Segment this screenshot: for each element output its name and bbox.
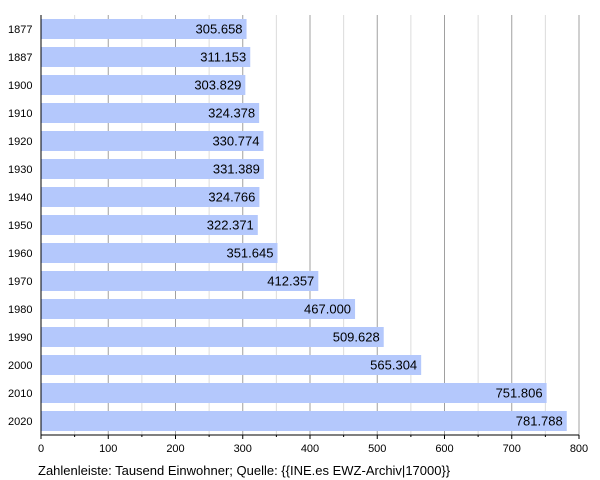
category-label: 1910 bbox=[8, 108, 32, 120]
category-label: 1900 bbox=[8, 80, 32, 92]
bar bbox=[41, 159, 264, 179]
x-tick-label: 300 bbox=[234, 443, 252, 455]
bar-value-label: 509.628 bbox=[333, 330, 380, 345]
x-tick-label: 200 bbox=[166, 443, 184, 455]
bar bbox=[41, 19, 247, 39]
category-label: 1990 bbox=[8, 332, 32, 344]
x-tick-label: 100 bbox=[99, 443, 117, 455]
bar bbox=[41, 411, 567, 431]
x-tick-label: 700 bbox=[503, 443, 521, 455]
category-label: 1960 bbox=[8, 248, 32, 260]
category-label: 2010 bbox=[8, 388, 32, 400]
category-label: 2000 bbox=[8, 360, 32, 372]
category-labels: 1877 1887 1900 1910 1920 1930 1940 1950 1960 1970… bbox=[8, 24, 32, 428]
bar-value-label: 467.000 bbox=[304, 302, 351, 317]
bar-value-label: 324.378 bbox=[208, 106, 255, 121]
category-label: 1920 bbox=[8, 136, 32, 148]
bar-value-label: 781.788 bbox=[516, 414, 563, 429]
bar bbox=[41, 327, 384, 347]
bar bbox=[41, 187, 260, 207]
bar-value-label: 351.645 bbox=[226, 246, 273, 261]
bar bbox=[41, 299, 356, 319]
bar-value-label: 322.371 bbox=[207, 218, 254, 233]
x-tick-label: 0 bbox=[38, 443, 44, 455]
category-label: 1887 bbox=[8, 52, 32, 64]
bar bbox=[41, 47, 251, 67]
x-tick-label: 800 bbox=[570, 443, 588, 455]
bar bbox=[41, 355, 422, 375]
x-tick-label: 600 bbox=[435, 443, 453, 455]
category-label: 1970 bbox=[8, 276, 32, 288]
bar-value-label: 751.806 bbox=[496, 386, 543, 401]
bar-value-label: 331.389 bbox=[213, 162, 260, 177]
x-axis-ticks: 0 100 200 300 400 500 600 700 800 bbox=[38, 435, 588, 455]
bar bbox=[41, 271, 319, 291]
category-label: 1950 bbox=[8, 220, 32, 232]
bar bbox=[41, 243, 278, 263]
bar-value-label: 324.766 bbox=[208, 190, 255, 205]
bars: 305.658 311.153 303.829 324.378 330.774 331.3… bbox=[41, 19, 567, 431]
bar-value-label: 412.357 bbox=[267, 274, 314, 289]
category-label: 1980 bbox=[8, 304, 32, 316]
bar-value-label: 305.658 bbox=[196, 22, 243, 37]
x-tick-label: 400 bbox=[301, 443, 319, 455]
bar-value-label: 330.774 bbox=[212, 134, 259, 149]
bar bbox=[41, 131, 264, 151]
chart-caption: Zahlenleiste: Tausend Einwohner; Quelle:… bbox=[38, 463, 451, 478]
bar bbox=[41, 103, 260, 123]
bar-value-label: 303.829 bbox=[194, 78, 241, 93]
x-tick-label: 500 bbox=[368, 443, 386, 455]
bar bbox=[41, 215, 258, 235]
bar bbox=[41, 75, 246, 95]
category-label: 1877 bbox=[8, 24, 32, 36]
category-label: 1940 bbox=[8, 192, 32, 204]
category-label: 1930 bbox=[8, 164, 32, 176]
category-label: 2020 bbox=[8, 416, 32, 428]
bar-value-label: 565.304 bbox=[370, 358, 417, 373]
bar bbox=[41, 383, 547, 403]
bar-value-label: 311.153 bbox=[200, 50, 246, 65]
